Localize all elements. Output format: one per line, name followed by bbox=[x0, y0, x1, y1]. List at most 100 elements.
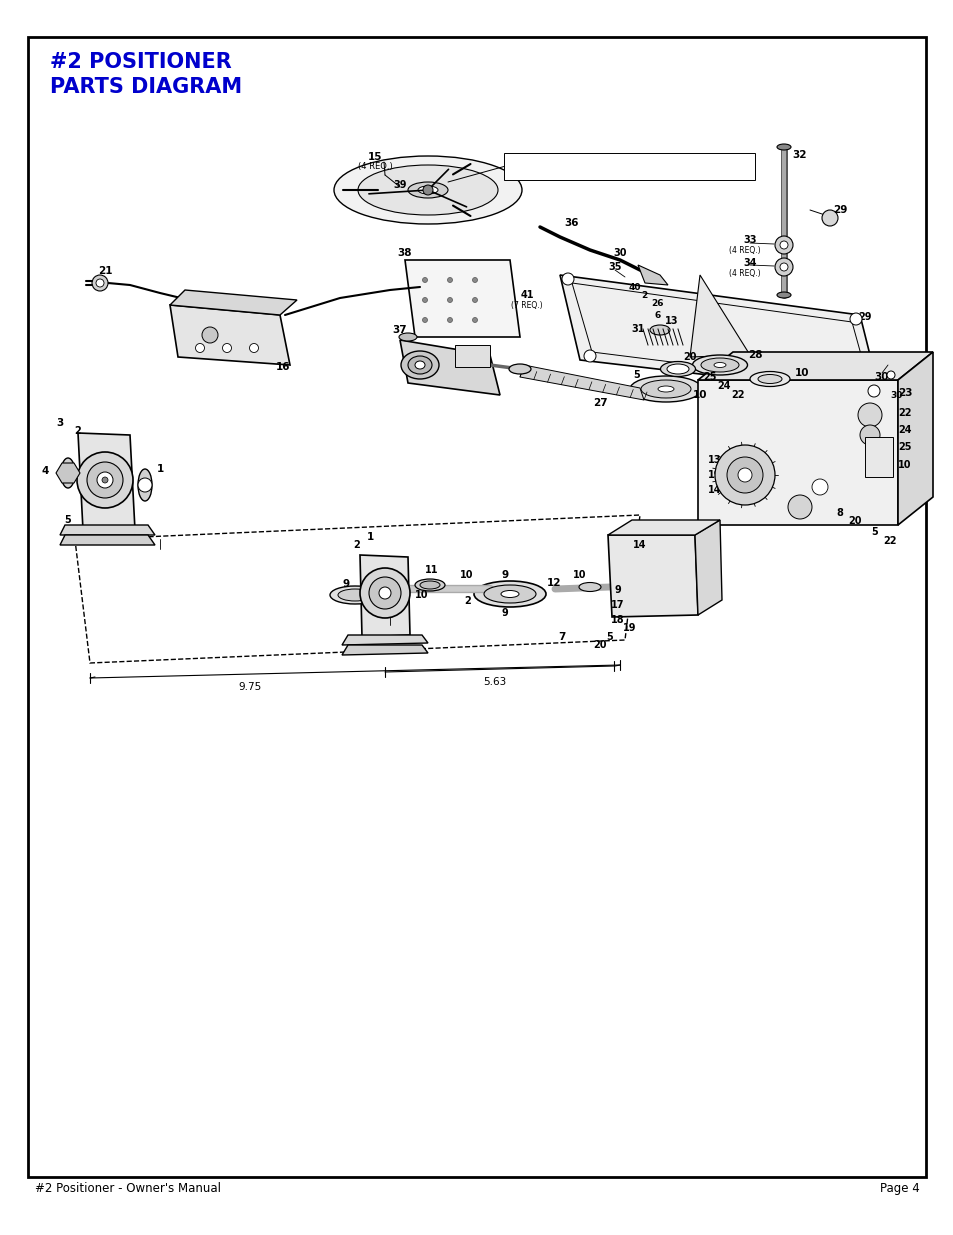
Text: 3: 3 bbox=[386, 610, 393, 620]
Text: 23: 23 bbox=[897, 388, 911, 398]
Text: 10: 10 bbox=[794, 368, 808, 378]
Circle shape bbox=[821, 210, 837, 226]
Text: 3 SLOTS @ 120° BET. 2.50 DIA. & 6.00 DIA. B.C.: 3 SLOTS @ 120° BET. 2.50 DIA. & 6.00 DIA… bbox=[507, 156, 706, 165]
Circle shape bbox=[738, 468, 751, 482]
Text: Page 4: Page 4 bbox=[880, 1182, 919, 1195]
Text: 9.75: 9.75 bbox=[238, 682, 261, 692]
Text: 29: 29 bbox=[858, 312, 871, 322]
Ellipse shape bbox=[509, 364, 531, 374]
Text: 30: 30 bbox=[613, 248, 626, 258]
Text: 24: 24 bbox=[898, 425, 911, 435]
Ellipse shape bbox=[61, 458, 75, 488]
Ellipse shape bbox=[640, 380, 690, 398]
Text: 13: 13 bbox=[707, 454, 721, 466]
Text: 21: 21 bbox=[97, 266, 112, 275]
Circle shape bbox=[774, 258, 792, 275]
Text: 39: 39 bbox=[393, 180, 406, 190]
Circle shape bbox=[422, 317, 427, 322]
Text: 25: 25 bbox=[702, 372, 716, 382]
Text: 10: 10 bbox=[692, 390, 706, 400]
Ellipse shape bbox=[415, 361, 424, 369]
Circle shape bbox=[222, 343, 232, 352]
Ellipse shape bbox=[474, 580, 545, 606]
Circle shape bbox=[359, 568, 410, 618]
Text: 33: 33 bbox=[742, 235, 756, 245]
Ellipse shape bbox=[408, 356, 432, 374]
Ellipse shape bbox=[658, 387, 673, 391]
Text: 11: 11 bbox=[425, 564, 438, 576]
Text: 6: 6 bbox=[654, 310, 660, 320]
Ellipse shape bbox=[776, 291, 790, 298]
Text: 22: 22 bbox=[882, 536, 896, 546]
Text: 24: 24 bbox=[717, 382, 730, 391]
Circle shape bbox=[61, 466, 75, 480]
Ellipse shape bbox=[400, 351, 438, 379]
Ellipse shape bbox=[776, 144, 790, 149]
Text: 5.63: 5.63 bbox=[483, 677, 506, 687]
Circle shape bbox=[472, 298, 477, 303]
Circle shape bbox=[859, 425, 879, 445]
Circle shape bbox=[447, 278, 452, 283]
Text: 40: 40 bbox=[628, 283, 640, 291]
Ellipse shape bbox=[337, 589, 372, 601]
Text: 20: 20 bbox=[682, 352, 696, 362]
Text: 5: 5 bbox=[871, 527, 878, 537]
Text: (4 REQ.): (4 REQ.) bbox=[728, 268, 760, 278]
Polygon shape bbox=[359, 555, 410, 637]
Text: TOP SURFACE WIDTH .38 IN. x 1.76 & DIST.: TOP SURFACE WIDTH .38 IN. x 1.76 & DIST. bbox=[507, 165, 688, 175]
Polygon shape bbox=[341, 635, 428, 645]
Circle shape bbox=[422, 278, 427, 283]
Ellipse shape bbox=[659, 362, 695, 377]
Text: 8: 8 bbox=[836, 508, 842, 517]
Ellipse shape bbox=[649, 325, 669, 335]
Circle shape bbox=[714, 445, 774, 505]
Polygon shape bbox=[559, 275, 879, 395]
Ellipse shape bbox=[500, 590, 518, 598]
Circle shape bbox=[422, 298, 427, 303]
Circle shape bbox=[886, 370, 894, 379]
Text: 10: 10 bbox=[898, 459, 911, 471]
Circle shape bbox=[787, 495, 811, 519]
Circle shape bbox=[561, 273, 574, 285]
Polygon shape bbox=[519, 366, 643, 400]
Ellipse shape bbox=[578, 583, 600, 592]
Circle shape bbox=[77, 452, 132, 508]
Circle shape bbox=[96, 279, 104, 287]
Ellipse shape bbox=[415, 579, 444, 592]
Polygon shape bbox=[405, 261, 519, 337]
Ellipse shape bbox=[334, 156, 521, 224]
Ellipse shape bbox=[629, 375, 701, 403]
Circle shape bbox=[447, 298, 452, 303]
Ellipse shape bbox=[330, 585, 379, 604]
Text: 2: 2 bbox=[74, 426, 81, 436]
Polygon shape bbox=[638, 266, 667, 285]
Text: 2: 2 bbox=[640, 290, 646, 300]
Text: 16: 16 bbox=[275, 362, 290, 372]
Polygon shape bbox=[399, 340, 499, 395]
Text: 30: 30 bbox=[890, 390, 902, 399]
Text: 17: 17 bbox=[611, 600, 624, 610]
Polygon shape bbox=[689, 275, 749, 357]
Circle shape bbox=[195, 343, 204, 352]
Text: 31: 31 bbox=[631, 324, 644, 333]
Text: 19: 19 bbox=[707, 471, 721, 480]
Ellipse shape bbox=[483, 585, 536, 603]
Circle shape bbox=[138, 478, 152, 492]
Circle shape bbox=[369, 577, 400, 609]
Polygon shape bbox=[698, 380, 897, 525]
Text: (4 REQ.): (4 REQ.) bbox=[357, 162, 392, 170]
Circle shape bbox=[97, 472, 112, 488]
Circle shape bbox=[250, 343, 258, 352]
Circle shape bbox=[774, 236, 792, 254]
Text: PARTS DIAGRAM: PARTS DIAGRAM bbox=[50, 77, 242, 98]
Polygon shape bbox=[698, 352, 932, 380]
Circle shape bbox=[867, 385, 879, 396]
Circle shape bbox=[472, 278, 477, 283]
Text: 22: 22 bbox=[731, 390, 744, 400]
Text: 2: 2 bbox=[464, 597, 471, 606]
Ellipse shape bbox=[408, 182, 448, 198]
Ellipse shape bbox=[417, 186, 437, 194]
Ellipse shape bbox=[692, 354, 747, 375]
Text: 10: 10 bbox=[459, 571, 474, 580]
Polygon shape bbox=[56, 463, 80, 483]
